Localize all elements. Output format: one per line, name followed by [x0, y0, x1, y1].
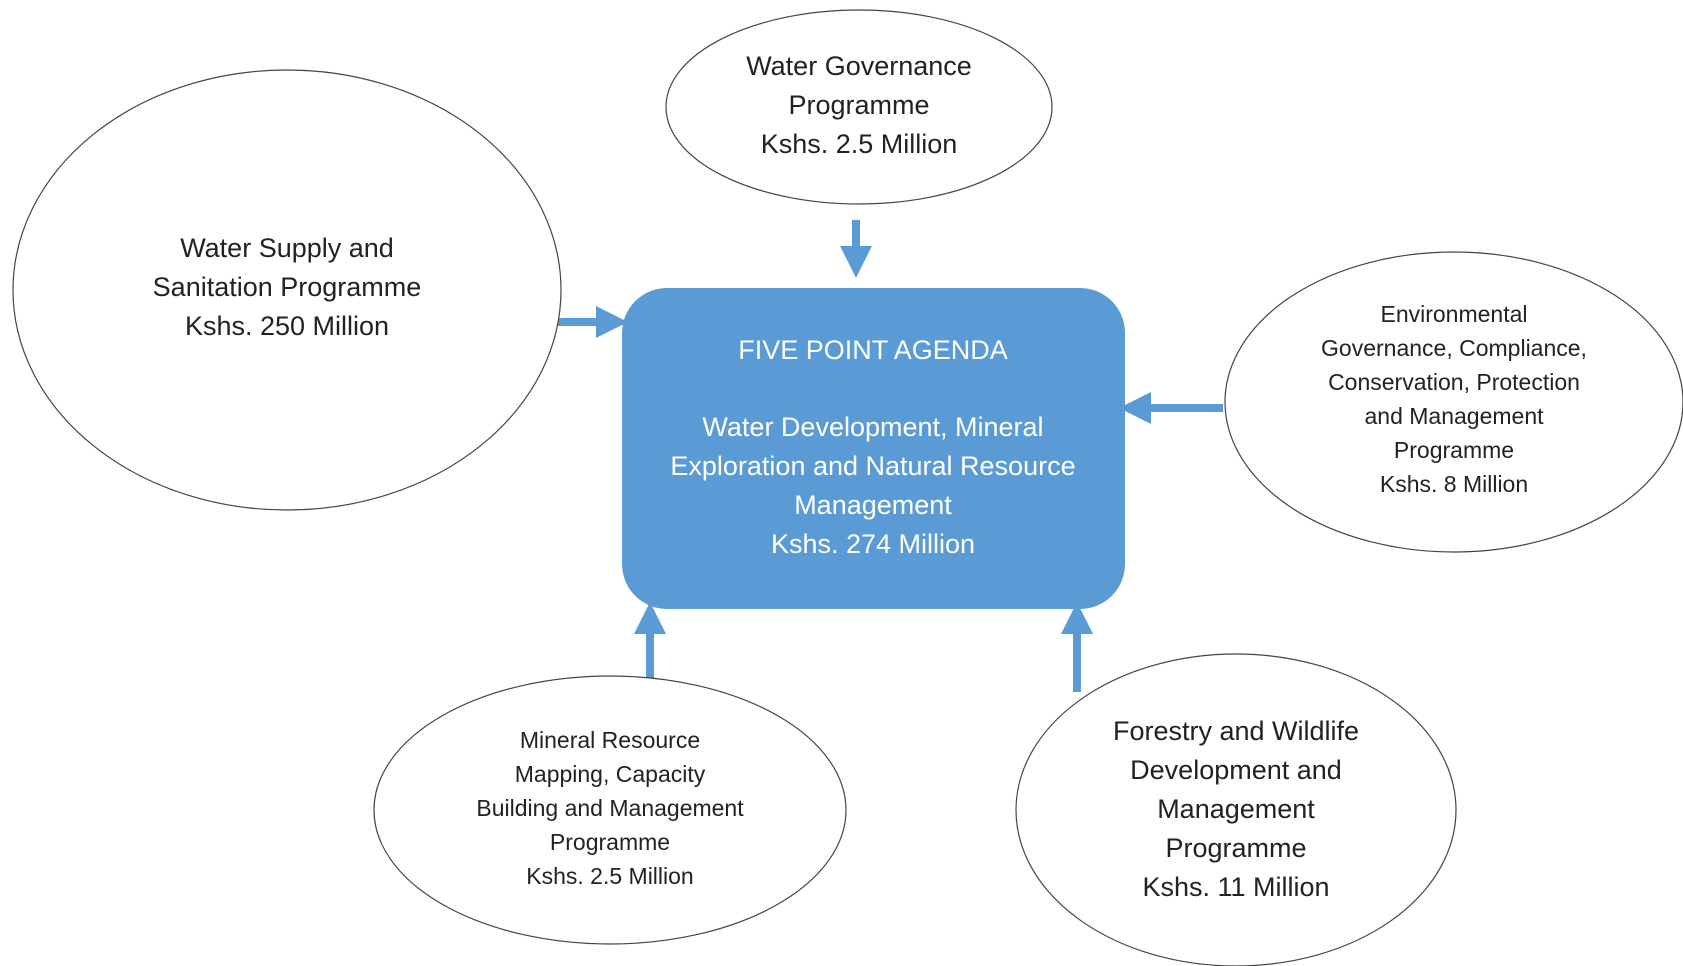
- center-line: Water Development, Mineral: [702, 412, 1043, 442]
- node: [12, 69, 562, 511]
- node: [373, 675, 847, 945]
- node-line: Kshs. 2.5 Million: [761, 129, 958, 159]
- node-line: Programme: [1394, 437, 1514, 463]
- node-line: Kshs. 250 Million: [185, 311, 389, 341]
- center-box: [622, 288, 1125, 609]
- node-line: Building and Management: [476, 795, 744, 821]
- node-line: Programme: [788, 90, 929, 120]
- center-line: Kshs. 274 Million: [771, 529, 975, 559]
- node-line: Environmental: [1380, 301, 1527, 327]
- node-line: Development and: [1130, 755, 1342, 785]
- node-line: Water Governance: [746, 51, 972, 81]
- node-line: Programme: [1165, 833, 1306, 863]
- node-line: Mineral Resource: [520, 727, 700, 753]
- node-line: Management: [1157, 794, 1315, 824]
- arrows: [558, 220, 1223, 692]
- center-line: Management: [794, 490, 952, 520]
- node: [1015, 653, 1457, 966]
- nodes: [12, 9, 1683, 966]
- node-line: Governance, Compliance,: [1321, 335, 1587, 361]
- node: [1224, 251, 1683, 553]
- node: [665, 9, 1053, 205]
- node-line: Kshs. 11 Million: [1142, 872, 1329, 902]
- center-title: FIVE POINT AGENDA: [738, 335, 1008, 365]
- node-line: and Management: [1364, 403, 1544, 429]
- node-line: Water Supply and: [180, 233, 394, 263]
- node-line: Kshs. 8 Million: [1380, 471, 1528, 497]
- node-line: Kshs. 2.5 Million: [526, 863, 693, 889]
- node-line: Forestry and Wildlife: [1113, 716, 1359, 746]
- node-line: Programme: [550, 829, 670, 855]
- node-line: Mapping, Capacity: [515, 761, 706, 787]
- node-line: Sanitation Programme: [153, 272, 422, 302]
- node-line: Conservation, Protection: [1328, 369, 1580, 395]
- center-line: Exploration and Natural Resource: [670, 451, 1075, 481]
